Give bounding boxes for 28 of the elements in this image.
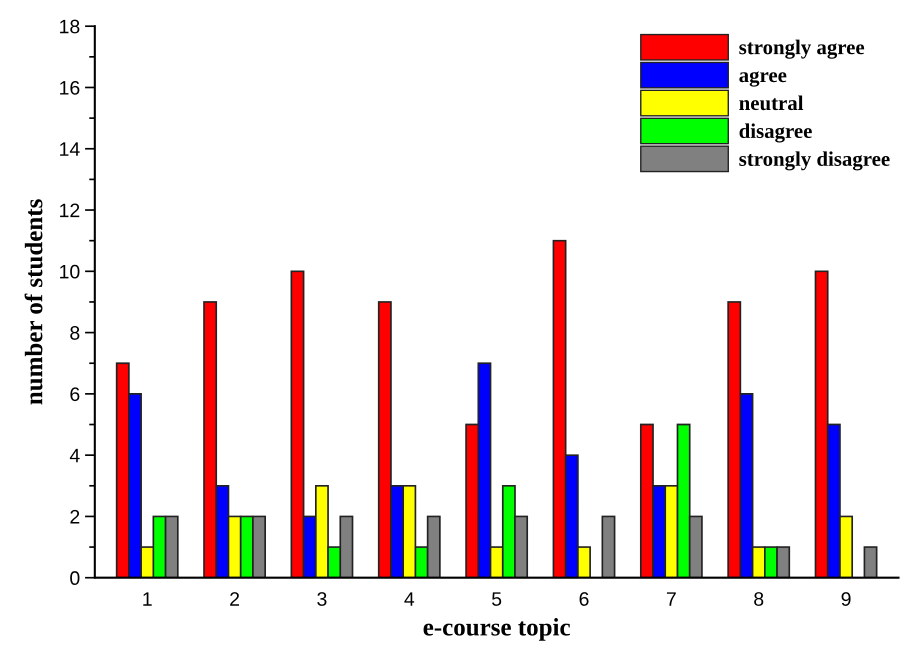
y-axis-title: number of students	[24, 199, 42, 405]
y-tick-label: 6	[70, 387, 80, 402]
legend-label: strongly disagree	[739, 151, 890, 170]
legend-label: disagree	[740, 123, 812, 142]
y-tick-label: 14	[60, 142, 80, 156]
legend-label: strongly agree	[739, 40, 864, 59]
y-tick-label: 2	[70, 510, 80, 524]
y-tick-label: 18	[60, 20, 80, 34]
x-axis-title: e-course topic	[424, 618, 570, 641]
x-tick-label: 4	[404, 592, 414, 606]
x-tick-label: 8	[754, 592, 764, 606]
y-tick-label: 0	[70, 571, 80, 585]
x-tick-label: 7	[666, 592, 676, 606]
x-tick-label: 3	[317, 592, 326, 606]
x-tick-label: 6	[580, 592, 589, 606]
y-tick-label: 8	[70, 326, 80, 340]
y-tick-label: 4	[70, 448, 80, 462]
x-tick-label: 2	[230, 592, 240, 606]
legend-label: neutral	[739, 95, 804, 110]
y-tick-label: 10	[60, 264, 80, 279]
y-tick-label: 12	[60, 204, 80, 218]
x-tick-label: 9	[842, 592, 851, 606]
bar	[602, 516, 616, 578]
y-tick-label: 16	[60, 80, 80, 95]
legend-label: agree	[739, 71, 786, 87]
bar	[864, 546, 878, 578]
x-tick-label: 1	[143, 592, 152, 606]
x-tick-label: 5	[492, 592, 502, 606]
